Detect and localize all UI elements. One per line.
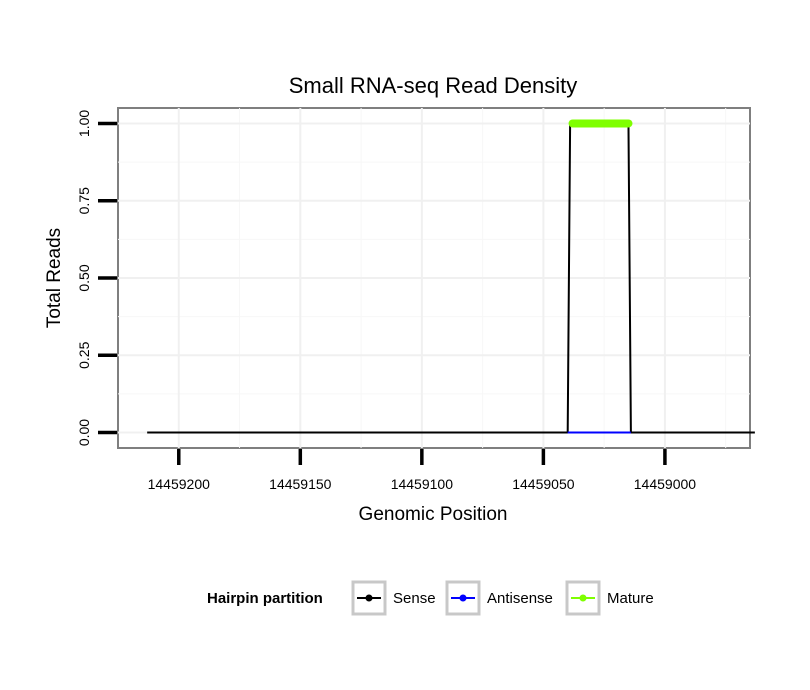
x-tick-label: 14459100 <box>391 476 454 492</box>
y-tick-label: 0.00 <box>76 419 92 446</box>
legend-item-antisense: Antisense <box>445 580 553 616</box>
legend-title: Hairpin partition <box>207 590 323 607</box>
y-tick-label: 0.25 <box>76 341 92 368</box>
legend-key-point <box>459 594 467 602</box>
legend-key-point <box>579 594 587 602</box>
x-axis: 14459200 14459150 14459100 14459050 14459000 <box>148 449 697 492</box>
x-tick-label: 14459200 <box>148 476 211 492</box>
legend-item-sense: Sense <box>351 580 436 616</box>
series-layer <box>147 119 755 434</box>
y-axis: 0.00 0.25 0.50 0.75 1.00 <box>76 110 117 446</box>
legend-label: Antisense <box>487 590 553 607</box>
legend-label: Sense <box>393 590 436 607</box>
legend-item-mature: Mature <box>565 580 654 616</box>
y-tick-label: 0.75 <box>76 187 92 214</box>
legend-key-point <box>365 594 373 602</box>
y-tick-label: 0.50 <box>76 264 92 291</box>
x-tick-label: 14459050 <box>512 476 575 492</box>
x-axis-title: Genomic Position <box>359 504 508 525</box>
legend: Hairpin partition Sense Antisense Mature <box>207 580 654 616</box>
y-tick-label: 1.00 <box>76 110 92 137</box>
legend-label: Mature <box>607 590 654 607</box>
chart-title: Small RNA-seq Read Density <box>289 73 578 98</box>
x-tick-label: 14459150 <box>269 476 332 492</box>
grid-lines <box>118 108 750 448</box>
y-axis-title: Total Reads <box>44 228 65 328</box>
x-tick-label: 14459000 <box>634 476 697 492</box>
